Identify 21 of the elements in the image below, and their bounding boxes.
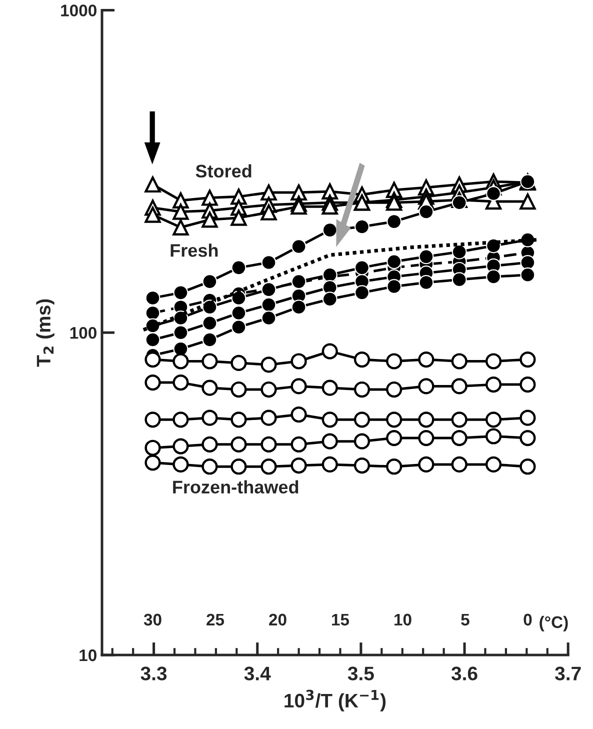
annotation: Frozen-thawed — [173, 480, 298, 494]
annotation: Stored — [196, 164, 252, 178]
x2-tick-label: 15 — [332, 614, 350, 626]
x2-tick-label: 25 — [206, 614, 224, 626]
x-tick-label: 3.4 — [244, 666, 271, 680]
y-tick-label: 1000 — [61, 4, 96, 16]
x2-axis-title: (°C) — [540, 616, 568, 632]
x-tick-label: 3.7 — [555, 666, 581, 680]
y-tick-label: 10 — [80, 649, 96, 662]
x2-tick-label: 5 — [461, 614, 470, 626]
x2-tick-label: 0 — [524, 614, 532, 626]
x2-tick-label: 20 — [269, 614, 286, 626]
x2-tick-label: 30 — [144, 614, 162, 626]
x2-tick-label: 10 — [394, 614, 412, 626]
x-tick-label: 3.6 — [451, 666, 478, 680]
x-tick-label: 3.3 — [140, 666, 167, 680]
x-axis-title: 10$^{3}$/T (K$^{−1}$) — [284, 690, 386, 712]
y-tick-label: 100 — [70, 327, 96, 339]
y-axis-title: T$_{2}$ (ms) — [36, 299, 54, 367]
x-tick-label: 3.5 — [348, 666, 374, 680]
annotation: Fresh — [170, 244, 218, 257]
